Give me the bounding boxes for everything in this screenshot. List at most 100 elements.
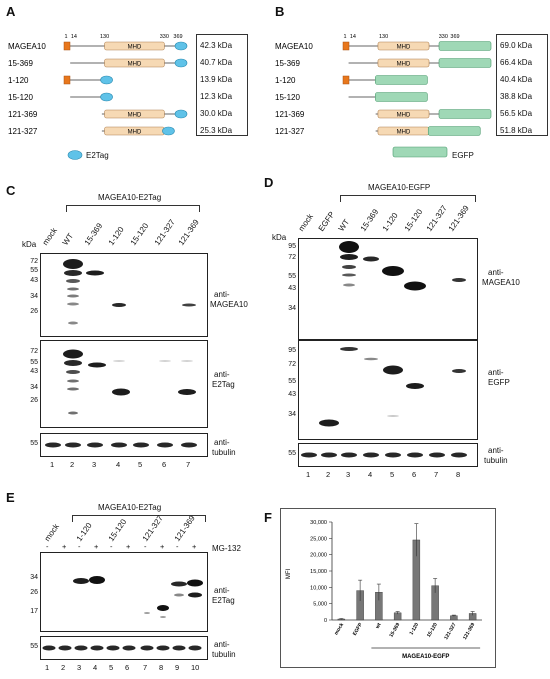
band (188, 592, 202, 598)
tubulin-band (122, 645, 136, 651)
band (67, 287, 79, 291)
lane-label: WT (336, 217, 352, 233)
panel-d-tubulin-marker: 55 (288, 450, 296, 457)
treatment-sign: + (160, 542, 165, 551)
construct-label: MAGEA10 (8, 42, 46, 51)
lane-number: 4 (116, 460, 121, 469)
e2tag (100, 75, 113, 85)
kda-value: 12.3 kDa (200, 92, 233, 101)
lane-number: 1 (45, 663, 50, 672)
mhd-label: MHD (397, 62, 411, 68)
kda-value: 38.8 kDa (500, 92, 533, 101)
treatment-sign: + (94, 542, 99, 551)
band (178, 389, 196, 395)
lane-label: 15-369 (358, 207, 381, 233)
kda-value: 66.4 kDa (500, 58, 533, 67)
panel-d-title: MAGEA10-EGFP (368, 183, 431, 192)
panel-c-title: MAGEA10-E2Tag (98, 193, 162, 202)
band (406, 383, 424, 389)
legend-egfp-swatch (392, 146, 448, 158)
tubulin-band (111, 442, 127, 448)
band (343, 283, 355, 287)
band (112, 303, 126, 307)
y-axis-label: MFI (286, 569, 292, 580)
lane-label: 15-369 (82, 221, 105, 247)
panel-c-blot1-label2: MAGEA10 (210, 300, 248, 309)
mw-marker: 55 (30, 267, 38, 274)
panel-f-frame (280, 508, 496, 668)
band (404, 281, 426, 291)
construct-label: 15-369 (8, 59, 33, 68)
e2tag (100, 92, 113, 102)
mw-marker: 26 (30, 308, 38, 315)
band (387, 415, 399, 417)
band (67, 387, 79, 391)
lane-number: 7 (434, 470, 439, 479)
lane-number: 9 (175, 663, 180, 672)
lane-number: 1 (50, 460, 55, 469)
panel-c-blot1-label1: anti- (214, 290, 230, 299)
lane-number: 6 (125, 663, 130, 672)
tubulin-band (87, 442, 103, 448)
tubulin-band (58, 645, 72, 651)
mhd-domain (104, 58, 165, 68)
panel-e-blot-tubulin (40, 636, 208, 660)
panel-a-kda-box (196, 34, 248, 136)
treatment-sign: - (144, 542, 147, 551)
mw-marker: 34 (30, 384, 38, 391)
group-label: 1-120 (74, 521, 94, 543)
n-terminal-box (63, 41, 71, 51)
x-tick-label: mock (333, 622, 345, 637)
lane-label: mock (296, 212, 315, 233)
panel-e-blot2-label2: tubulin (212, 650, 236, 659)
mw-marker: 95 (288, 347, 296, 354)
band (181, 360, 193, 362)
construct-label: 1-120 (275, 76, 296, 85)
kda-value: 40.7 kDa (200, 58, 233, 67)
tick-label: 369 (173, 34, 182, 40)
kda-value: 69.0 kDa (500, 41, 533, 50)
tubulin-band (301, 452, 317, 458)
kda-value: 13.9 kDa (200, 75, 233, 84)
mw-marker: 43 (288, 285, 296, 292)
lane-label: 15-120 (402, 207, 425, 233)
x-tick-label: wt (374, 622, 383, 631)
panel-c-blot-magea10 (40, 253, 208, 337)
band (67, 294, 79, 298)
panel-d-kda-label: kDa (272, 233, 287, 242)
panel-d-blot-tubulin (298, 443, 478, 467)
panel-c-bracket (66, 205, 200, 212)
tubulin-band (45, 442, 61, 448)
band (66, 279, 80, 283)
tick-label: 130 (100, 34, 109, 40)
tubulin-band (90, 645, 104, 651)
mw-marker: 72 (30, 258, 38, 265)
tubulin-band (407, 452, 423, 458)
egfp-tag (438, 109, 492, 119)
tick-label: 1 (64, 34, 67, 40)
lane-number: 3 (92, 460, 97, 469)
panel-d-blot3-label2: tubulin (484, 456, 508, 465)
y-tick-label: 5,000 (313, 602, 327, 608)
band (68, 321, 78, 325)
tick-label: 130 (379, 34, 388, 40)
construct-label: 1-120 (8, 76, 29, 85)
panel-b-diagram: 1 14 130 330 369 MAGEA10 MHD 15-369 MHD 1-120 15-1… (275, 34, 492, 158)
panel-a-letter: A (6, 4, 16, 19)
n-terminal-box (63, 75, 71, 85)
lane-number: 2 (326, 470, 331, 479)
band (68, 411, 78, 415)
panel-d-blot1-label2: MAGEA10 (482, 278, 520, 287)
lane-number: 1 (306, 470, 311, 479)
tubulin-band (451, 452, 467, 458)
e2tag (174, 58, 188, 68)
egfp-tag (438, 58, 492, 68)
egfp-tag (375, 75, 428, 85)
panel-c-letter: C (6, 183, 16, 198)
e2tag (174, 41, 188, 51)
tick-label: 1 (343, 34, 346, 40)
construct-label: 15-120 (8, 93, 33, 102)
y-tick-label: 30,000 (310, 520, 327, 526)
panel-d-bracket (340, 195, 476, 202)
e2tag (162, 126, 175, 136)
